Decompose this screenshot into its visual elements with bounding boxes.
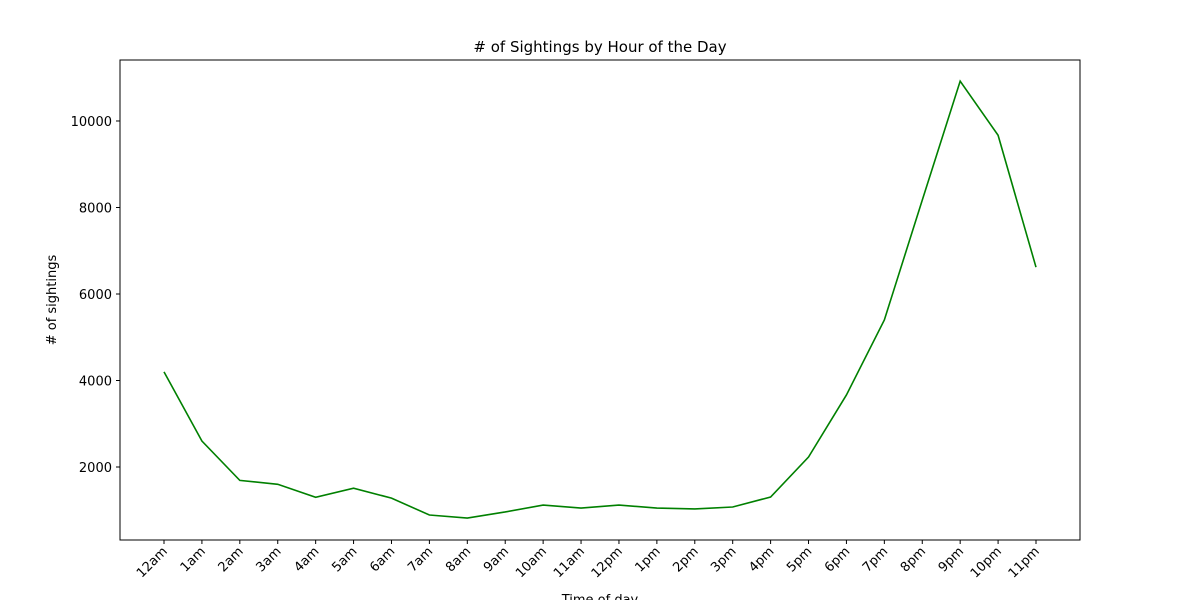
y-tick-label: 4000 [79,374,112,389]
chart-title: # of Sightings by Hour of the Day [473,38,726,56]
y-tick-label: 6000 [79,288,112,303]
x-axis-label: Time of day [561,593,639,600]
y-tick-label: 10000 [71,115,112,130]
plot-frame [119,59,1081,541]
y-tick-label: 8000 [79,201,112,216]
y-axis-label: # of sightings [45,255,60,346]
y-tick-label: 2000 [79,461,112,476]
data-line [163,79,1037,519]
